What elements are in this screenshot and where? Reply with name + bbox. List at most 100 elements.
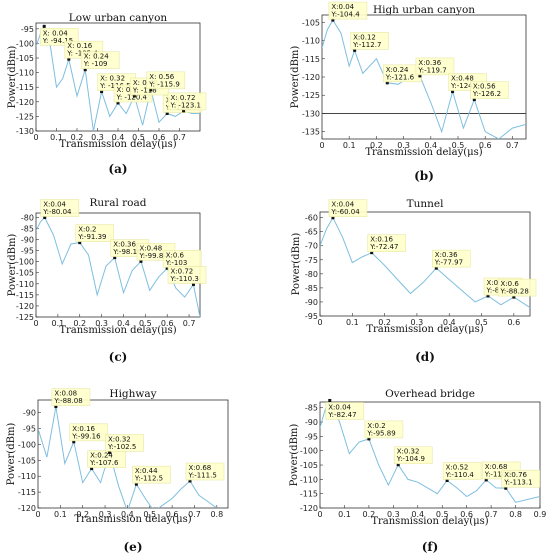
datatip-box (75, 224, 115, 242)
x-tick-label: 0.2 (71, 133, 84, 142)
datatip-box (105, 434, 144, 452)
x-tick-label: 0.7 (506, 141, 519, 150)
x-tick-label: 0.3 (397, 141, 410, 150)
datatip[interactable]: X:0.44Y:-112.5 (132, 465, 171, 486)
datatip[interactable]: X:0.76Y:-113.1 (501, 469, 541, 490)
x-tick-label: 0.2 (73, 319, 86, 328)
datatip[interactable]: X: 0.72Y: -123.1 (167, 92, 207, 113)
datatip-marker (396, 463, 400, 467)
datatip-y-label: Y: -120.4 (116, 93, 148, 101)
datatip-marker (54, 405, 58, 409)
datatip-marker (134, 482, 138, 486)
y-axis-label: Power(dBm) (290, 46, 301, 109)
datatip[interactable]: X:0.68Y:-111.5 (185, 462, 225, 483)
datatip[interactable]: X:0.36Y:-119.7 (415, 57, 455, 78)
datatip[interactable]: X:0.12Y:-112.7 (350, 32, 389, 52)
y-tick-label: -90 (305, 298, 318, 307)
datatip[interactable]: X: 0.56Y: -115.9 (146, 71, 186, 92)
x-tick-label: 0.5 (139, 319, 152, 328)
datatip-x-label: X:0.04 (331, 201, 354, 209)
datatip-marker (67, 57, 71, 61)
datatip[interactable]: X:0.32Y:-104.9 (393, 446, 433, 467)
x-tick-label: 0.6 (161, 319, 174, 328)
datatip[interactable]: X:0.52Y:-110.4 (442, 462, 482, 482)
x-tick-label: 0.6 (479, 141, 492, 150)
datatip-marker (451, 90, 455, 94)
y-tick-label: -105 (300, 461, 318, 470)
x-tick-label: 0 (33, 319, 38, 328)
y-tick-label: -115 (302, 55, 320, 64)
x-tick-label: 0.5 (436, 510, 449, 519)
datatip[interactable]: X:0.2Y:-95.89 (364, 420, 404, 441)
datatip-x-label: X:0.6 (166, 251, 185, 259)
datatip-box (497, 278, 537, 297)
datatip-x-label: X:0.36 (435, 251, 458, 259)
datatip-x-label: X:0.56 (473, 83, 496, 91)
x-tick-label: 0.7 (183, 319, 196, 328)
datatip-y-label: Y:-91.39 (77, 233, 106, 241)
datatip-marker (42, 24, 46, 28)
y-tick-label: -90 (23, 409, 36, 418)
datatip[interactable]: X:0.56Y:-126.2 (470, 81, 509, 102)
datatip[interactable]: X:0.16Y:-99.16 (69, 423, 109, 444)
x-axis-label: Transmission delay(μs) (371, 516, 488, 527)
x-tick-label: 0 (317, 510, 322, 519)
datatip-box (442, 462, 482, 480)
datatip-x-label: X: 0.56 (149, 73, 175, 81)
datatip[interactable]: X: 0.24Y: -109 (80, 51, 120, 72)
y-tick-label: -120 (302, 73, 320, 82)
x-tick-label: 0.5 (132, 133, 145, 142)
x-tick-label: 0.2 (76, 510, 89, 519)
datatip-box (51, 388, 91, 406)
datatip-y-label: Y:-88.28 (500, 288, 529, 296)
panel-label: (b) (414, 169, 434, 183)
datatip[interactable]: X:0.32Y:-102.5 (105, 434, 144, 454)
datatip-box (40, 199, 80, 217)
datatip-y-label: Y:-99.16 (71, 432, 101, 440)
datatip-x-label: X:0.48 (139, 244, 162, 252)
y-tick-label: -115 (300, 490, 318, 499)
datatip-marker (472, 98, 476, 102)
datatip-box (501, 469, 541, 488)
datatip[interactable]: X:0.36Y:-77.97 (432, 249, 471, 270)
y-tick-label: -95 (21, 25, 34, 34)
y-tick-label: -85 (305, 404, 318, 413)
chart-title: Highway (109, 388, 156, 400)
x-tick-label: 0 (35, 510, 40, 519)
datatip-x-label: X: 0.24 (84, 53, 110, 61)
datatip[interactable]: X:0.08Y:-88.08 (51, 388, 91, 409)
datatip[interactable]: X:0.16Y:-72.47 (367, 234, 406, 255)
datatip[interactable]: X:0.04Y:-60.04 (328, 199, 368, 220)
datatip[interactable]: X:0.2Y:-91.39 (75, 224, 115, 245)
y-tick-label: -95 (21, 247, 34, 256)
panel-label: (a) (108, 162, 127, 176)
datatip[interactable]: X:0.04Y:-82.47 (325, 398, 365, 420)
datatip-marker (90, 467, 94, 471)
x-tick-label: 0.4 (117, 319, 130, 328)
datatip[interactable]: X:0.24Y:-107.6 (87, 450, 126, 471)
panel-label: (d) (415, 350, 435, 364)
x-tick-label: 0 (319, 141, 324, 150)
series-line (38, 406, 218, 508)
datatip-box (393, 446, 433, 465)
datatip-box (325, 402, 365, 420)
datatip-y-label: Y:-111.5 (188, 472, 217, 480)
datatip[interactable]: X:0.04Y:-104.4 (328, 1, 368, 22)
x-tick-label: 0.3 (91, 133, 104, 142)
series-line (320, 402, 540, 503)
x-axis-label: Transmission delay(μs) (59, 325, 176, 336)
datatip[interactable]: X:0.04Y:-80.04 (40, 199, 80, 220)
datatip-box (367, 234, 406, 252)
datatip[interactable]: X:0.6Y:-88.28 (497, 278, 537, 299)
x-tick-label: 0.2 (363, 510, 376, 519)
datatip[interactable]: X:0.72Y:-110.3 (167, 266, 207, 286)
datatip-y-label: Y:-77.97 (434, 259, 463, 267)
y-tick-label: -65 (305, 228, 318, 237)
datatip-x-label: X: 0.04 (43, 29, 69, 37)
datatip-marker (191, 282, 195, 286)
x-tick-label: 0.4 (112, 133, 125, 142)
datatip[interactable]: X:0.24Y:-121.6 (382, 64, 422, 85)
datatip-x-label: X:0.08 (54, 390, 77, 398)
y-tick-label: -75 (305, 256, 318, 265)
